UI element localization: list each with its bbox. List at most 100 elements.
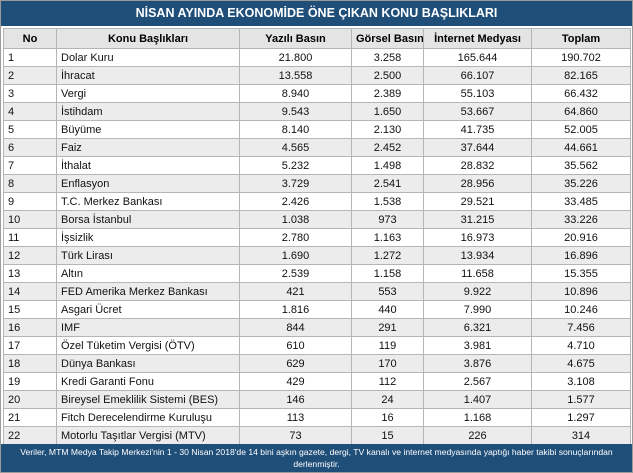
table-cell: 33.226 (531, 210, 631, 229)
table-cell: 2.567 (423, 372, 532, 391)
table-cell: 3.108 (531, 372, 631, 391)
table-cell: İşsizlik (56, 228, 240, 247)
table-cell: 112 (351, 372, 424, 391)
table-cell: 429 (239, 372, 352, 391)
table-row: 11 İşsizlik 2.780 1.163 16.973 20.916 (3, 228, 631, 247)
table-cell: 3 (3, 84, 57, 103)
table-cell: 15.355 (531, 264, 631, 283)
footer-note: Veriler, MTM Medya Takip Merkezi'nin 1 -… (1, 444, 632, 472)
table-cell: 35.562 (531, 156, 631, 175)
table-cell: 1.038 (239, 210, 352, 229)
table-cell: 22 (3, 426, 57, 445)
table-row: 20 Bireysel Emeklilik Sistemi (BES) 146 24 1… (3, 390, 631, 409)
table-cell: 1.272 (351, 246, 424, 265)
column-header: Konu Başlıkları (56, 28, 240, 49)
table-cell: 28.956 (423, 174, 532, 193)
table-row: 17 Özel Tüketim Vergisi (ÖTV) 610 119 3.981 4… (3, 336, 631, 355)
table-cell: 1.168 (423, 408, 532, 427)
table-row: 3 Vergi 8.940 2.389 55.103 66.432 (3, 84, 631, 103)
table-row: 15 Asgari Ücret 1.816 440 7.990 10.246 (3, 300, 631, 319)
table: No Konu Başlıkları Yazılı Basın Görsel Bası… (3, 28, 631, 445)
table-cell: 5.232 (239, 156, 352, 175)
table-cell: IMF (56, 318, 240, 337)
table-cell: 1.158 (351, 264, 424, 283)
table-cell: 4.710 (531, 336, 631, 355)
table-cell: 52.005 (531, 120, 631, 139)
table-cell: 31.215 (423, 210, 532, 229)
table-cell: 1.297 (531, 408, 631, 427)
table-cell: 146 (239, 390, 352, 409)
table-cell: 1.407 (423, 390, 532, 409)
table-cell: 15 (3, 300, 57, 319)
table-cell: Kredi Garanti Fonu (56, 372, 240, 391)
table-row: 8 Enflasyon 3.729 2.541 28.956 35.226 (3, 174, 631, 193)
table-cell: FED Amerika Merkez Bankası (56, 282, 240, 301)
column-header: İnternet Medyası (423, 28, 532, 49)
table-cell: 44.661 (531, 138, 631, 157)
table-cell: Faiz (56, 138, 240, 157)
table-row: 13 Altın 2.539 1.158 11.658 15.355 (3, 264, 631, 283)
table-cell: Enflasyon (56, 174, 240, 193)
table-cell: Fitch Derecelendirme Kuruluşu (56, 408, 240, 427)
table-cell: Bireysel Emeklilik Sistemi (BES) (56, 390, 240, 409)
table-cell: 3.258 (351, 48, 424, 67)
table-cell: 10.896 (531, 282, 631, 301)
table-cell: 20 (3, 390, 57, 409)
table-cell: 6.321 (423, 318, 532, 337)
table-cell: 844 (239, 318, 352, 337)
table-cell: Motorlu Taşıtlar Vergisi (MTV) (56, 426, 240, 445)
table-cell: 1.538 (351, 192, 424, 211)
table-cell: 440 (351, 300, 424, 319)
table-cell: 1.498 (351, 156, 424, 175)
table-cell: 66.107 (423, 66, 532, 85)
table-cell: 165.644 (423, 48, 532, 67)
table-cell: 24 (351, 390, 424, 409)
table-cell: Dolar Kuru (56, 48, 240, 67)
table-cell: 21.800 (239, 48, 352, 67)
table-cell: 113 (239, 408, 352, 427)
table-cell: 11.658 (423, 264, 532, 283)
table-cell: 2.452 (351, 138, 424, 157)
table-cell: 4 (3, 102, 57, 121)
table-row: 4 İstihdam 9.543 1.650 53.667 64.860 (3, 102, 631, 121)
header-row: No Konu Başlıkları Yazılı Basın Görsel Bası… (3, 28, 631, 49)
table-cell: 1 (3, 48, 57, 67)
table-cell: Özel Tüketim Vergisi (ÖTV) (56, 336, 240, 355)
table-cell: 9.922 (423, 282, 532, 301)
table-cell: 11 (3, 228, 57, 247)
table-cell: 10 (3, 210, 57, 229)
table-cell: 10.246 (531, 300, 631, 319)
table-cell: 16.896 (531, 246, 631, 265)
table-cell: 3.729 (239, 174, 352, 193)
table-row: 21 Fitch Derecelendirme Kuruluşu 113 16 1.16… (3, 408, 631, 427)
table-cell: İhracat (56, 66, 240, 85)
table-cell: 4.565 (239, 138, 352, 157)
table-cell: Büyüme (56, 120, 240, 139)
table-cell: 21 (3, 408, 57, 427)
table-row: 12 Türk Lirası 1.690 1.272 13.934 16.896 (3, 246, 631, 265)
table-cell: 973 (351, 210, 424, 229)
table-row: 18 Dünya Bankası 629 170 3.876 4.675 (3, 354, 631, 373)
table-cell: 7.990 (423, 300, 532, 319)
table-cell: 421 (239, 282, 352, 301)
table-cell: 3.981 (423, 336, 532, 355)
table-cell: Asgari Ücret (56, 300, 240, 319)
table-cell: 14 (3, 282, 57, 301)
table-row: 5 Büyüme 8.140 2.130 41.735 52.005 (3, 120, 631, 139)
table-cell: 2.130 (351, 120, 424, 139)
table-cell: 16 (351, 408, 424, 427)
table-cell: 1.577 (531, 390, 631, 409)
table-cell: 8 (3, 174, 57, 193)
table-cell: 1.816 (239, 300, 352, 319)
table-cell: 9.543 (239, 102, 352, 121)
table-cell: 16 (3, 318, 57, 337)
table-cell: 29.521 (423, 192, 532, 211)
table-cell: 15 (351, 426, 424, 445)
table-cell: 73 (239, 426, 352, 445)
table-cell: 6 (3, 138, 57, 157)
table-cell: 7.456 (531, 318, 631, 337)
table-cell: 13.934 (423, 246, 532, 265)
table-cell: 13 (3, 264, 57, 283)
table-row: 22 Motorlu Taşıtlar Vergisi (MTV) 73 15 226 3… (3, 426, 631, 445)
